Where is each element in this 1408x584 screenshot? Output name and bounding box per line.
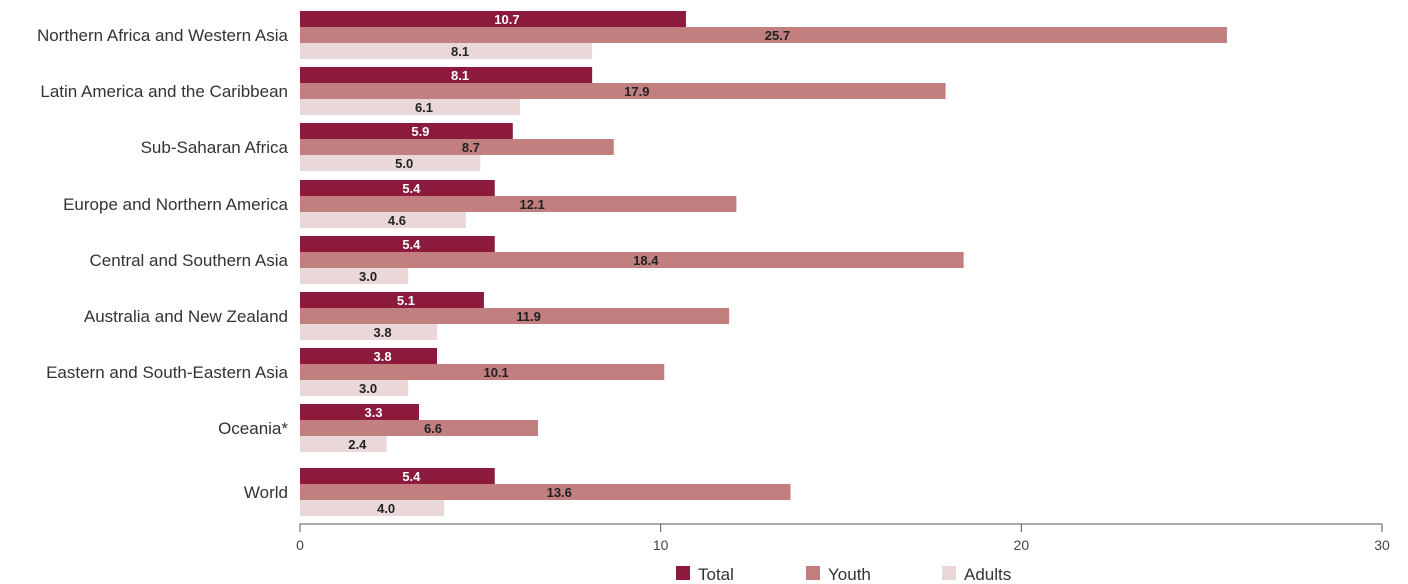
bar-total	[300, 123, 513, 139]
value-label: 5.0	[395, 156, 413, 171]
value-label: 6.1	[415, 100, 433, 115]
bar-youth	[300, 139, 614, 155]
bar-total	[300, 468, 495, 484]
value-label: 4.0	[377, 501, 395, 516]
value-label: 8.1	[451, 44, 469, 59]
value-label: 3.3	[364, 405, 382, 420]
category-label: Europe and Northern America	[63, 195, 288, 214]
bar-total	[300, 11, 686, 27]
value-label: 3.8	[373, 349, 391, 364]
bar-adults	[300, 212, 466, 228]
bar-total	[300, 292, 484, 308]
x-tick-label: 20	[1014, 537, 1030, 553]
category-label: Oceania*	[218, 419, 288, 438]
bar-adults	[300, 43, 593, 59]
bar-adults	[300, 500, 445, 516]
value-label: 10.7	[494, 12, 519, 27]
bar-youth	[300, 27, 1227, 43]
bar-youth	[300, 364, 665, 380]
value-label: 25.7	[765, 28, 790, 43]
bar-total	[300, 236, 495, 252]
value-label: 18.4	[633, 253, 659, 268]
bar-adults	[300, 155, 481, 171]
x-tick-label: 10	[653, 537, 669, 553]
bar-youth	[300, 484, 791, 500]
value-label: 2.4	[348, 437, 367, 452]
value-label: 5.9	[411, 124, 429, 139]
bar-adults	[300, 324, 438, 340]
value-label: 5.4	[402, 181, 421, 196]
legend-swatch-youth	[806, 566, 820, 580]
value-label: 3.0	[359, 381, 377, 396]
value-label: 4.6	[388, 213, 406, 228]
value-label: 17.9	[624, 84, 649, 99]
value-label: 8.7	[462, 140, 480, 155]
legend-swatch-total	[676, 566, 690, 580]
legend-swatch-adults	[942, 566, 956, 580]
bar-youth	[300, 196, 737, 212]
bar-adults	[300, 436, 387, 452]
bar-youth	[300, 83, 946, 99]
bar-total	[300, 180, 495, 196]
value-label: 5.1	[397, 293, 415, 308]
value-label: 13.6	[547, 485, 572, 500]
category-label: Latin America and the Caribbean	[40, 82, 288, 101]
bar-adults	[300, 99, 521, 115]
bar-adults	[300, 380, 409, 396]
category-label: Northern Africa and Western Asia	[37, 26, 289, 45]
bar-youth	[300, 420, 539, 436]
value-label: 11.9	[516, 309, 541, 324]
bar-adults	[300, 268, 409, 284]
value-label: 6.6	[424, 421, 442, 436]
value-label: 8.1	[451, 68, 469, 83]
bar-total	[300, 67, 593, 83]
value-label: 12.1	[520, 197, 545, 212]
category-label: Eastern and South-Eastern Asia	[46, 363, 288, 382]
legend-label-total: Total	[698, 565, 734, 584]
x-tick-label: 0	[296, 537, 304, 553]
value-label: 5.4	[402, 469, 421, 484]
category-label: Australia and New Zealand	[84, 307, 288, 326]
value-label: 3.0	[359, 269, 377, 284]
value-label: 10.1	[483, 365, 508, 380]
bar-youth	[300, 252, 964, 268]
x-tick-label: 30	[1374, 537, 1390, 553]
category-label: World	[244, 483, 288, 502]
legend-label-youth: Youth	[828, 565, 871, 584]
category-label: Sub-Saharan Africa	[141, 138, 289, 157]
bar-youth	[300, 308, 730, 324]
value-label: 5.4	[402, 237, 421, 252]
bar-total	[300, 404, 420, 420]
value-label: 3.8	[373, 325, 391, 340]
category-label: Central and Southern Asia	[90, 251, 289, 270]
bar-total	[300, 348, 438, 364]
legend-label-adults: Adults	[964, 565, 1011, 584]
